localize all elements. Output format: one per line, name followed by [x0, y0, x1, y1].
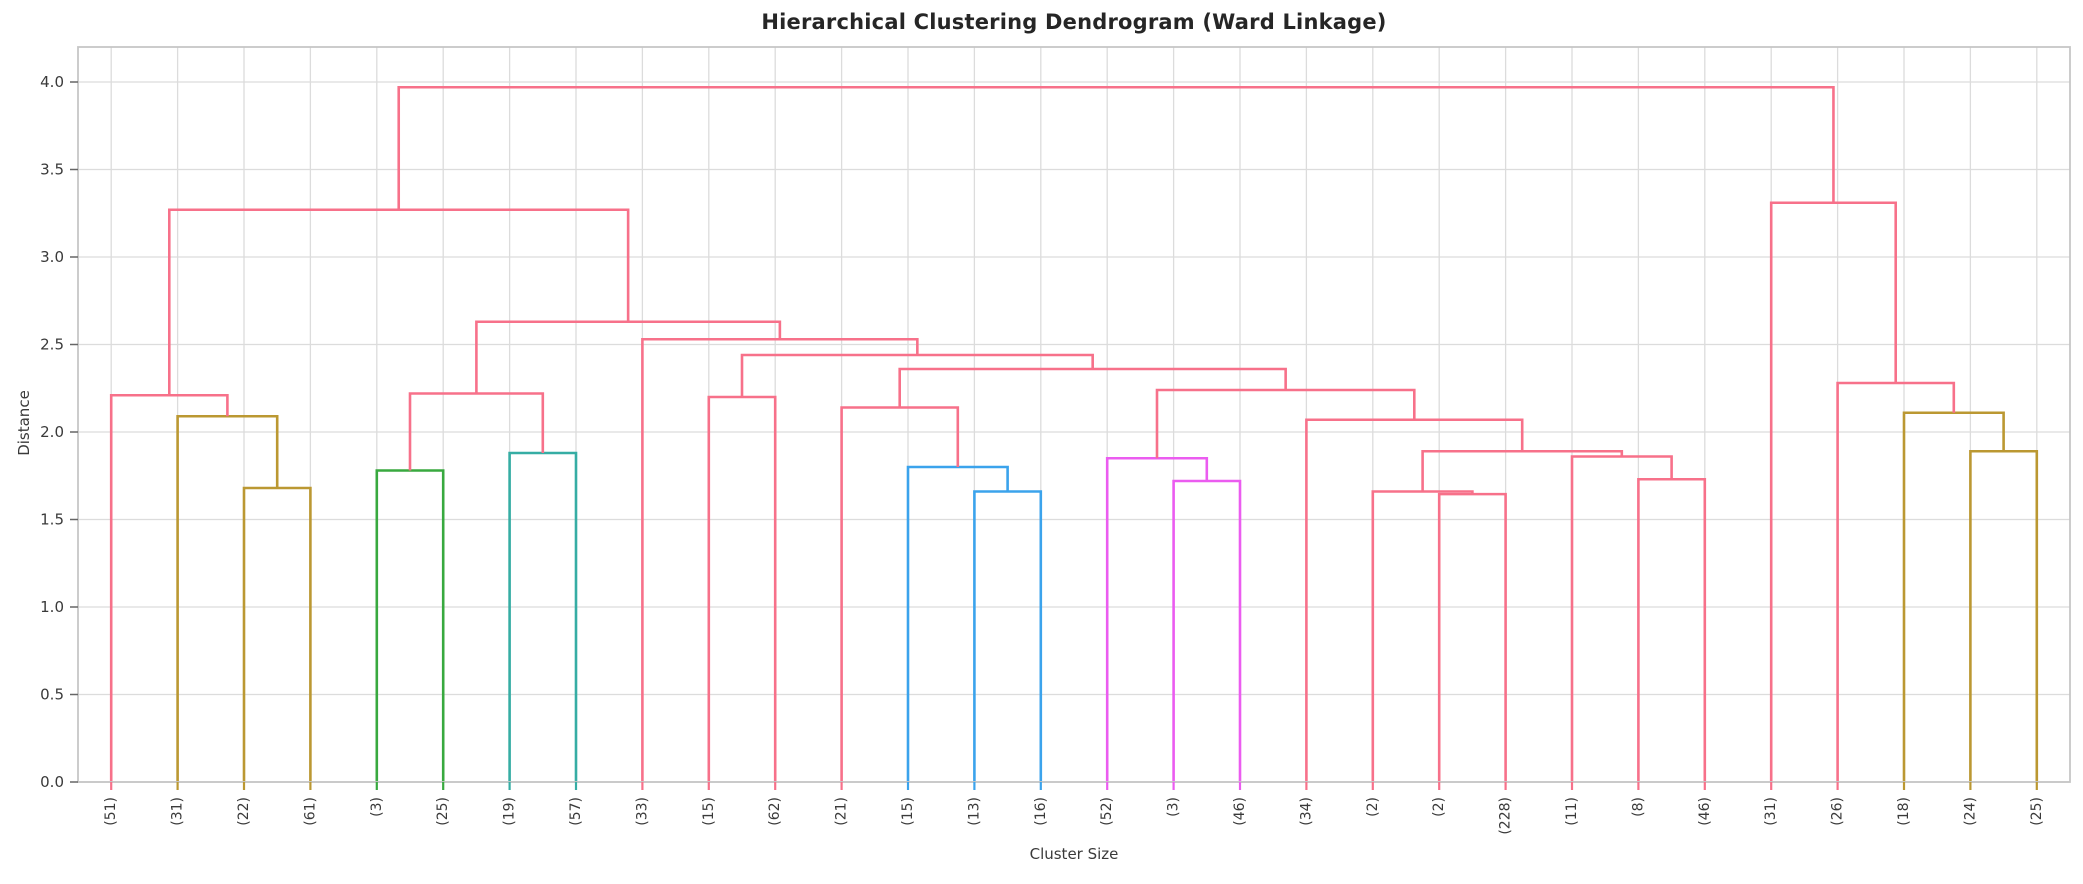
x-tick-label: (52) — [1099, 797, 1115, 826]
dendrogram-link — [1172, 479, 1242, 782]
x-tick-label: (34) — [1298, 797, 1314, 826]
x-axis-label: Cluster Size — [1029, 845, 1119, 863]
x-tick-label: (3) — [369, 797, 385, 817]
x-tick-label: (51) — [103, 797, 119, 826]
y-tick-label: 1.0 — [40, 598, 64, 616]
y-tick-label: 2.0 — [40, 423, 64, 441]
dendrogram-link — [1305, 418, 1524, 782]
x-tick-label: (2) — [1365, 797, 1381, 817]
dendrogram-link — [973, 490, 1043, 782]
y-tick-label: 4.0 — [40, 73, 64, 91]
y-tick-label: 1.5 — [40, 511, 64, 529]
x-tick-label: (3) — [1166, 797, 1182, 817]
x-tick-label: (15) — [701, 797, 717, 826]
dendrogram-link — [707, 395, 777, 782]
y-tick-label: 0.5 — [40, 686, 64, 704]
x-tick-label: (228) — [1498, 797, 1514, 835]
y-axis-label: Distance — [15, 390, 33, 456]
chart-title: Hierarchical Clustering Dendrogram (Ward… — [761, 10, 1387, 34]
x-tick-label: (8) — [1630, 797, 1646, 817]
dendrogram-link — [109, 393, 229, 782]
x-tick-label: (13) — [966, 797, 982, 826]
dendrogram-link — [168, 208, 630, 396]
y-tick-label: 3.0 — [40, 248, 64, 266]
dendrogram-link — [475, 320, 782, 394]
x-tick-label: (25) — [2029, 797, 2045, 826]
x-tick-label: (26) — [1830, 797, 1846, 826]
x-tick-label: (46) — [1697, 797, 1713, 826]
y-tick-label: 3.5 — [40, 161, 64, 179]
x-tick-label: (61) — [302, 797, 318, 826]
x-tick-label: (11) — [1564, 797, 1580, 826]
dendrogram-link — [1902, 411, 2005, 782]
x-tick-label: (33) — [634, 797, 650, 826]
dendrogram-link — [1437, 492, 1507, 782]
x-tick-label: (2) — [1431, 797, 1447, 817]
dendrogram-link — [375, 469, 445, 782]
x-tick-label: (19) — [502, 797, 518, 826]
x-tick-label: (21) — [834, 797, 850, 826]
dendrogram-link — [840, 406, 960, 782]
dendrogram-link — [508, 451, 578, 782]
x-tick-label: (15) — [900, 797, 916, 826]
dendrogram-link — [898, 367, 1287, 408]
dendrogram-link — [1969, 449, 2039, 782]
dendrogram-link — [1570, 455, 1673, 782]
x-tick-label: (31) — [1763, 797, 1779, 826]
y-tick-label: 0.0 — [40, 773, 64, 791]
dendrogram-link — [397, 85, 1835, 210]
dendrogram-link — [1836, 381, 1956, 782]
x-tick-label: (31) — [170, 797, 186, 826]
axes-spines — [77, 46, 2071, 783]
x-tick-label: (25) — [435, 797, 451, 826]
dendrogram-link — [740, 353, 1094, 397]
dendrogram-link — [242, 486, 312, 782]
x-tick-label: (57) — [568, 797, 584, 826]
dendrogram-link — [176, 414, 279, 782]
x-tick-label: (18) — [1896, 797, 1912, 826]
dendrogram-link — [1105, 456, 1209, 782]
dendrogram-link — [641, 337, 919, 782]
y-tick-label: 2.5 — [40, 336, 64, 354]
x-tick-label: (24) — [1962, 797, 1978, 826]
dendrogram-link — [906, 465, 1009, 782]
x-tick-label: (46) — [1232, 797, 1248, 826]
x-tick-label: (16) — [1033, 797, 1049, 826]
x-tick-label: (62) — [767, 797, 783, 826]
x-tick-label: (22) — [236, 797, 252, 826]
dendrogram-link — [1371, 490, 1474, 782]
dendrogram-link — [1637, 477, 1707, 782]
dendrogram-link — [1155, 388, 1416, 459]
